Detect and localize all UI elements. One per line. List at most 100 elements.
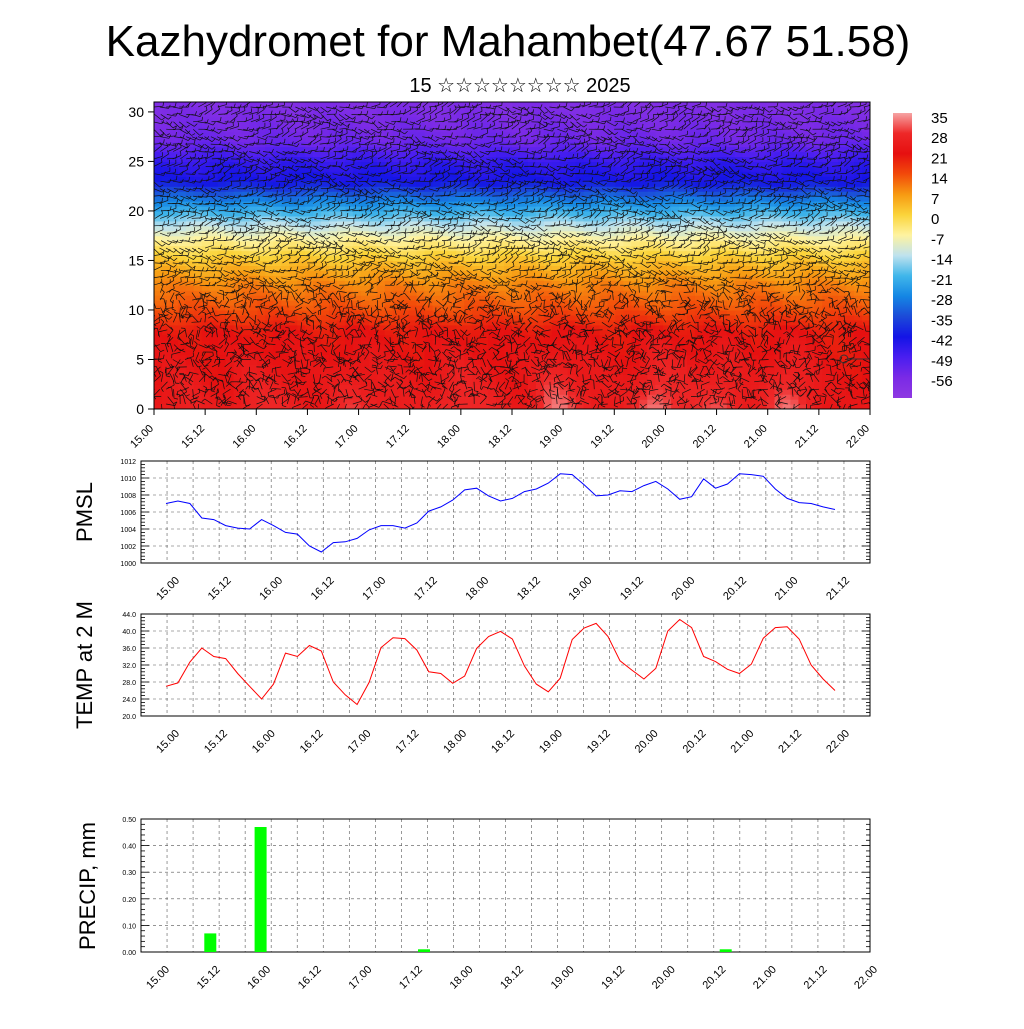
heatmap-cell <box>209 359 219 366</box>
heatmap-cell <box>313 344 322 351</box>
heatmap-cell <box>297 146 306 153</box>
heatmap-cell <box>416 384 426 390</box>
heatmap-cell <box>408 349 418 356</box>
heatmap-cell <box>456 275 465 281</box>
heatmap-cell <box>567 181 577 187</box>
heatmap-cell <box>344 394 354 400</box>
heatmap-cell <box>798 359 807 366</box>
heatmap-cell <box>265 324 274 331</box>
heatmap-cell <box>679 186 688 192</box>
heatmap-cell <box>862 255 870 262</box>
heatmap-cell <box>798 186 807 192</box>
heatmap-cell <box>718 305 728 311</box>
heatmap-cell <box>519 186 529 192</box>
heatmap-cell <box>623 285 632 291</box>
heatmap-cell <box>448 280 457 286</box>
heatmap-cell <box>472 394 481 400</box>
heatmap-cell <box>384 250 394 257</box>
heatmap-cell <box>647 349 656 356</box>
heatmap-cell <box>440 379 449 385</box>
heatmap-cell <box>360 349 370 356</box>
heatmap-cell <box>456 324 465 331</box>
heatmap-cell <box>519 215 529 222</box>
heatmap-cell <box>241 225 251 232</box>
heatmap-cell <box>663 166 672 172</box>
heatmap-cell <box>838 290 847 296</box>
heatmap-cell <box>336 369 346 375</box>
heatmap-cell <box>305 141 314 148</box>
heatmap-cell <box>806 225 815 232</box>
heatmap-cell <box>623 215 632 222</box>
heatmap-cell <box>822 250 831 257</box>
heatmap-cell <box>766 136 776 143</box>
heatmap-cell <box>177 191 187 197</box>
heatmap-cell <box>766 364 776 370</box>
heatmap-cell <box>241 191 251 197</box>
heatmap-cell <box>472 374 481 380</box>
heatmap-cell <box>408 210 418 217</box>
heatmap-cell <box>233 339 243 346</box>
heatmap-cell <box>384 240 394 247</box>
heatmap-cell <box>710 349 720 356</box>
heatmap-cell <box>599 230 609 237</box>
heatmap-cell <box>527 151 537 158</box>
heatmap-cell <box>313 329 322 336</box>
heatmap-cell <box>217 146 227 153</box>
heatmap-cell <box>591 215 601 222</box>
heatmap-cell <box>352 399 362 405</box>
heatmap-cell <box>297 181 306 187</box>
heatmap-cell <box>814 354 823 361</box>
heatmap-cell <box>336 201 346 207</box>
heatmap-cell <box>607 245 617 252</box>
heatmap-cell <box>543 191 553 197</box>
heatmap-cell <box>440 280 449 286</box>
heatmap-cell <box>344 250 354 257</box>
heatmap-cell <box>607 339 617 346</box>
heatmap-cell <box>496 334 505 341</box>
heatmap-cell <box>710 230 720 237</box>
heatmap-cell <box>424 250 434 257</box>
heatmap-cell <box>551 255 561 262</box>
heatmap-cell <box>488 339 497 346</box>
heatmap-cell <box>400 210 410 217</box>
heatmap-cell <box>687 349 696 356</box>
heatmap-cell <box>575 364 585 370</box>
heatmap-cell <box>416 399 426 405</box>
heatmap-cell <box>543 290 553 296</box>
heatmap-cell <box>599 215 609 222</box>
heatmap-cell <box>217 156 227 163</box>
heatmap-cell <box>472 255 481 262</box>
heatmap-cell <box>702 305 712 311</box>
heatmap-cell <box>766 359 776 366</box>
heatmap-cell <box>408 166 418 172</box>
heatmap-cell <box>854 359 863 366</box>
heatmap-cell <box>854 389 863 395</box>
heatmap-cell <box>671 186 680 192</box>
heatmap-cell <box>496 275 505 281</box>
heatmap-cell <box>416 260 426 266</box>
heatmap-cell <box>551 166 561 172</box>
heatmap-cell <box>766 290 776 296</box>
heatmap-cell <box>647 364 656 370</box>
heatmap-cell <box>527 176 537 182</box>
heatmap-cell <box>742 319 752 326</box>
heatmap-cell <box>360 319 370 326</box>
heatmap-cell <box>846 181 855 187</box>
heatmap-cell <box>297 235 306 242</box>
heatmap-cell <box>217 364 227 370</box>
heatmap-cell <box>424 166 434 172</box>
heatmap-cell <box>607 141 617 148</box>
heatmap-cell <box>512 319 521 326</box>
heatmap-cell <box>687 290 696 296</box>
heatmap-cell <box>559 379 569 385</box>
heatmap-cell <box>663 359 672 366</box>
heatmap-cell <box>416 324 426 331</box>
heatmap-cell <box>862 141 870 148</box>
heatmap-cell <box>392 196 402 202</box>
heatmap-cell <box>384 275 394 281</box>
heatmap-cell <box>464 186 473 192</box>
heatmap-cell <box>440 334 449 341</box>
heatmap-cell <box>679 305 688 311</box>
heatmap-cell <box>846 136 855 143</box>
heatmap-cell <box>527 191 537 197</box>
